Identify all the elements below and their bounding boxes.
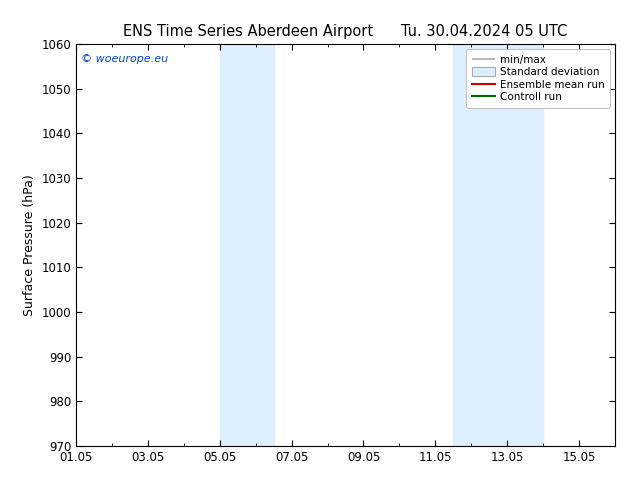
Title: ENS Time Series Aberdeen Airport      Tu. 30.04.2024 05 UTC: ENS Time Series Aberdeen Airport Tu. 30.… <box>124 24 567 39</box>
Legend: min/max, Standard deviation, Ensemble mean run, Controll run: min/max, Standard deviation, Ensemble me… <box>467 49 610 107</box>
Y-axis label: Surface Pressure (hPa): Surface Pressure (hPa) <box>23 174 36 316</box>
Text: © woeurope.eu: © woeurope.eu <box>81 54 169 64</box>
Bar <box>453 44 543 446</box>
Bar <box>220 44 274 446</box>
